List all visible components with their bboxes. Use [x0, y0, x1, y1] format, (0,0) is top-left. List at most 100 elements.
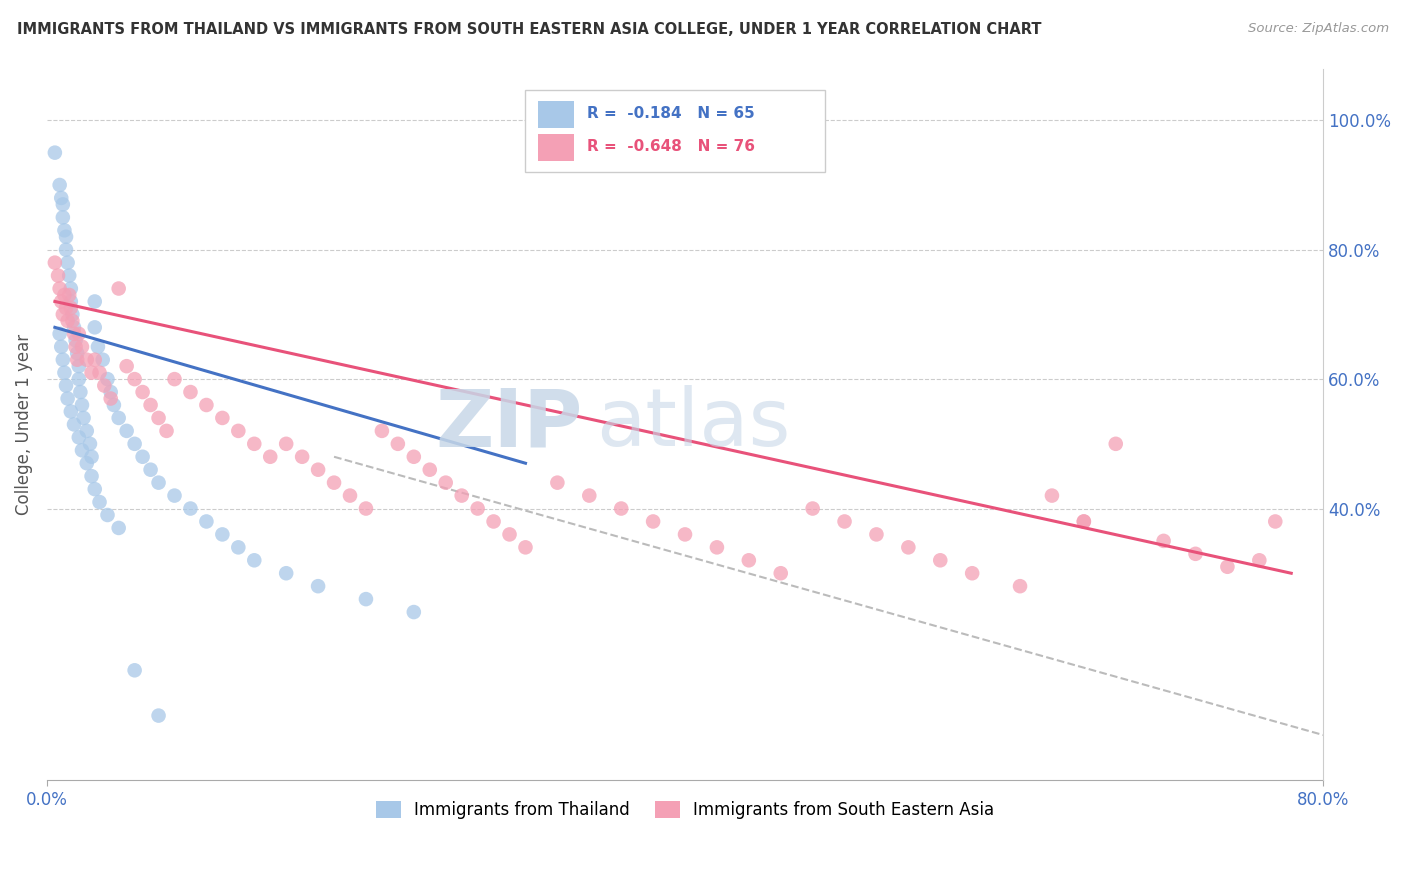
- Point: [738, 553, 761, 567]
- Point: [44, 255, 66, 269]
- Point: [124, 663, 146, 677]
- Point: [163, 489, 186, 503]
- Point: [67, 430, 90, 444]
- Point: [96, 372, 118, 386]
- Point: [55, 243, 77, 257]
- Point: [515, 541, 537, 555]
- Point: [53, 366, 76, 380]
- Point: [897, 541, 920, 555]
- Point: [228, 541, 250, 555]
- Point: [339, 489, 361, 503]
- Point: [323, 475, 346, 490]
- Point: [179, 501, 201, 516]
- Point: [115, 424, 138, 438]
- Point: [834, 515, 856, 529]
- Point: [211, 411, 233, 425]
- Point: [228, 424, 250, 438]
- Point: [79, 437, 101, 451]
- Point: [80, 450, 103, 464]
- Point: [243, 437, 266, 451]
- Point: [83, 352, 105, 367]
- Point: [100, 385, 122, 400]
- Point: [148, 411, 170, 425]
- Point: [450, 489, 472, 503]
- Point: [53, 288, 76, 302]
- Point: [93, 378, 115, 392]
- Point: [59, 294, 82, 309]
- Point: [195, 515, 218, 529]
- Point: [62, 314, 84, 328]
- Point: [87, 340, 110, 354]
- Legend: Immigrants from Thailand, Immigrants from South Eastern Asia: Immigrants from Thailand, Immigrants fro…: [370, 794, 1001, 825]
- Point: [83, 320, 105, 334]
- Point: [419, 463, 441, 477]
- Point: [52, 211, 75, 225]
- Point: [51, 340, 73, 354]
- Point: [53, 223, 76, 237]
- Point: [148, 475, 170, 490]
- Point: [148, 708, 170, 723]
- Point: [69, 385, 91, 400]
- Point: [52, 307, 75, 321]
- Point: [67, 372, 90, 386]
- Point: [1153, 533, 1175, 548]
- Point: [52, 352, 75, 367]
- Point: [259, 450, 281, 464]
- Point: [48, 326, 70, 341]
- Point: [482, 515, 505, 529]
- Point: [243, 553, 266, 567]
- Point: [131, 385, 153, 400]
- Text: ZIP: ZIP: [436, 385, 583, 464]
- Point: [1008, 579, 1031, 593]
- Text: atlas: atlas: [596, 385, 790, 464]
- Point: [387, 437, 409, 451]
- Point: [307, 579, 329, 593]
- FancyBboxPatch shape: [526, 90, 825, 172]
- Point: [276, 437, 298, 451]
- Point: [139, 463, 162, 477]
- Y-axis label: College, Under 1 year: College, Under 1 year: [15, 334, 32, 515]
- Point: [929, 553, 952, 567]
- Point: [103, 398, 125, 412]
- FancyBboxPatch shape: [538, 101, 574, 128]
- Point: [610, 501, 633, 516]
- Point: [107, 411, 129, 425]
- Text: IMMIGRANTS FROM THAILAND VS IMMIGRANTS FROM SOUTH EASTERN ASIA COLLEGE, UNDER 1 : IMMIGRANTS FROM THAILAND VS IMMIGRANTS F…: [17, 22, 1042, 37]
- Point: [1249, 553, 1271, 567]
- Point: [769, 566, 792, 581]
- Point: [56, 392, 79, 406]
- Point: [70, 340, 93, 354]
- Point: [307, 463, 329, 477]
- Point: [72, 411, 94, 425]
- Point: [46, 268, 69, 283]
- Point: [434, 475, 457, 490]
- Point: [643, 515, 665, 529]
- Point: [56, 314, 79, 328]
- Point: [124, 437, 146, 451]
- Text: R =  -0.184   N = 65: R = -0.184 N = 65: [586, 106, 755, 120]
- Text: Source: ZipAtlas.com: Source: ZipAtlas.com: [1249, 22, 1389, 36]
- Point: [211, 527, 233, 541]
- Point: [1184, 547, 1206, 561]
- Point: [76, 424, 98, 438]
- Point: [89, 495, 111, 509]
- Point: [63, 417, 86, 432]
- Point: [354, 592, 377, 607]
- Point: [48, 281, 70, 295]
- Point: [801, 501, 824, 516]
- Point: [52, 197, 75, 211]
- Point: [124, 372, 146, 386]
- Point: [1264, 515, 1286, 529]
- Point: [100, 392, 122, 406]
- FancyBboxPatch shape: [538, 134, 574, 161]
- Point: [107, 521, 129, 535]
- Point: [960, 566, 983, 581]
- Point: [83, 482, 105, 496]
- Point: [56, 255, 79, 269]
- Point: [1105, 437, 1128, 451]
- Point: [59, 301, 82, 315]
- Point: [467, 501, 489, 516]
- Point: [55, 378, 77, 392]
- Point: [139, 398, 162, 412]
- Point: [44, 145, 66, 160]
